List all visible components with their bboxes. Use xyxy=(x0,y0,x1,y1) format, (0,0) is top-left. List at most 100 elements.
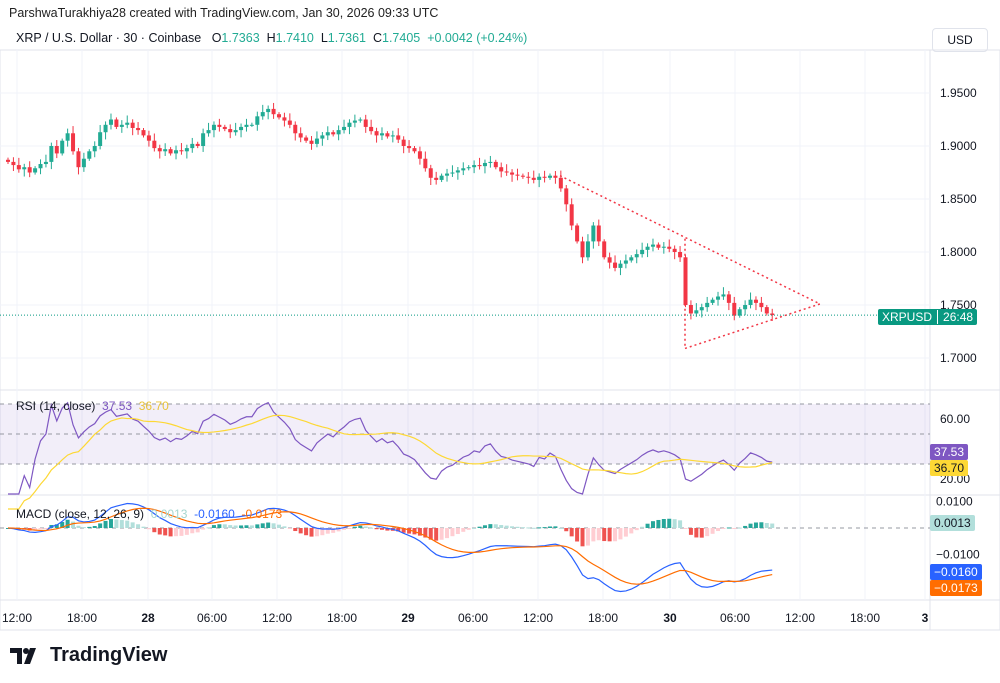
candle-body xyxy=(553,175,558,178)
candle-body xyxy=(190,143,195,149)
macd-histogram-bar xyxy=(125,520,130,528)
macd-histogram-bar xyxy=(33,528,38,531)
macd-histogram-bar xyxy=(537,527,542,529)
candle-body xyxy=(537,176,542,180)
candle-body xyxy=(396,135,401,140)
candle-body xyxy=(65,133,70,141)
macd-histogram-bar xyxy=(358,525,363,528)
price-tag-symbol: XRPUSD xyxy=(882,310,933,324)
candle-body xyxy=(645,246,650,250)
close-label: C xyxy=(372,31,382,45)
candle-body xyxy=(314,138,319,144)
macd-histogram-bar xyxy=(493,524,498,528)
macd-histogram-bar xyxy=(661,518,666,528)
candle-body xyxy=(753,299,758,303)
macd-histogram-bar xyxy=(520,527,525,529)
candle-body xyxy=(179,150,184,152)
macd-histogram-bar xyxy=(640,526,645,528)
macd-histogram-bar xyxy=(211,525,216,528)
candle-body xyxy=(76,151,81,168)
macd-histogram-bar xyxy=(461,528,466,532)
candle-body xyxy=(542,176,547,178)
macd-histogram-bar xyxy=(732,528,737,529)
macd-histogram-bar xyxy=(526,527,531,529)
candle-body xyxy=(445,173,450,176)
x-tick-label: 12:00 xyxy=(523,611,553,625)
macd-histogram-bar xyxy=(623,528,628,537)
macd-histogram-bar xyxy=(217,524,222,528)
macd-histogram-bar xyxy=(613,528,618,542)
macd-histogram-bar xyxy=(759,522,764,528)
macd-histogram-bar xyxy=(564,528,569,532)
x-tick-label: 06:00 xyxy=(458,611,488,625)
candle-body xyxy=(455,170,460,173)
candle-body xyxy=(428,168,433,178)
macd-histogram-bar xyxy=(239,525,244,528)
candle-body xyxy=(22,167,27,170)
candle-body xyxy=(152,140,157,149)
rsi-label: RSI (14, close) xyxy=(16,399,96,413)
candle-body xyxy=(477,165,482,167)
candle-body xyxy=(244,124,249,127)
candle-body xyxy=(510,172,515,175)
candle-body xyxy=(596,225,601,242)
candle-body xyxy=(672,248,677,252)
candle-body xyxy=(298,133,303,138)
candle-body xyxy=(531,177,536,180)
x-tick-label: 06:00 xyxy=(720,611,750,625)
macd-histogram-bar xyxy=(716,528,721,532)
candle-body xyxy=(369,126,374,132)
candle-body xyxy=(439,175,444,180)
macd-histogram-bar xyxy=(266,522,271,528)
macd-histogram-bar xyxy=(737,527,742,529)
candle-body xyxy=(515,174,520,176)
y-tick-label: 1.8000 xyxy=(940,245,977,259)
macd-histogram-bar xyxy=(222,524,227,528)
rsi-line xyxy=(8,401,773,495)
macd-histogram-bar xyxy=(748,523,753,528)
macd-histogram-bar xyxy=(54,524,59,528)
macd-histogram-bar xyxy=(87,526,92,528)
candle-body xyxy=(385,133,390,137)
macd-histogram-bar xyxy=(531,527,536,529)
low-label: L xyxy=(320,31,328,45)
macd-value: -0.0160 xyxy=(194,507,235,521)
x-tick-label: 3 xyxy=(922,611,929,625)
candle-body xyxy=(38,164,43,169)
macd-histogram-bar xyxy=(76,525,81,528)
high-label: H xyxy=(266,31,276,45)
candle-body xyxy=(699,307,704,311)
candle-body xyxy=(320,135,325,139)
open-value: 1.7363 xyxy=(221,31,260,45)
macd-histogram-bar xyxy=(336,528,341,532)
macd-histogram-bar xyxy=(157,528,162,535)
y-tick-label: 1.7000 xyxy=(940,351,977,365)
candle-body xyxy=(255,116,260,125)
open-label: O xyxy=(211,31,222,45)
candle-body xyxy=(103,124,108,133)
high-value: 1.7410 xyxy=(275,31,314,45)
tradingview-logo[interactable]: TradingView xyxy=(10,644,167,667)
currency-button[interactable]: USD xyxy=(932,28,988,52)
candle-body xyxy=(488,161,493,163)
macd-histogram-bar xyxy=(130,522,135,528)
x-tick-label: 12:00 xyxy=(262,611,292,625)
candle-body xyxy=(710,299,715,303)
candle-body xyxy=(130,122,135,128)
candle-body xyxy=(661,246,666,248)
y-tick-label: 1.7500 xyxy=(940,298,977,312)
candle-body xyxy=(401,139,406,146)
macd-histogram-bar xyxy=(607,528,612,542)
macd-histogram-bar xyxy=(645,523,650,528)
macd-histogram-bar xyxy=(504,525,509,528)
macd-histogram-bar xyxy=(705,528,710,537)
macd-histogram-bar xyxy=(466,528,471,530)
candle-body xyxy=(585,241,590,258)
candle-body xyxy=(271,108,276,115)
symbol-name[interactable]: XRP / U.S. Dollar · 30 · Coinbase xyxy=(16,31,202,45)
candle-body xyxy=(407,146,412,149)
macd-histogram-bar xyxy=(163,528,168,536)
macd-histogram-bar xyxy=(585,528,590,546)
y-tick-label: 1.8500 xyxy=(940,192,977,206)
